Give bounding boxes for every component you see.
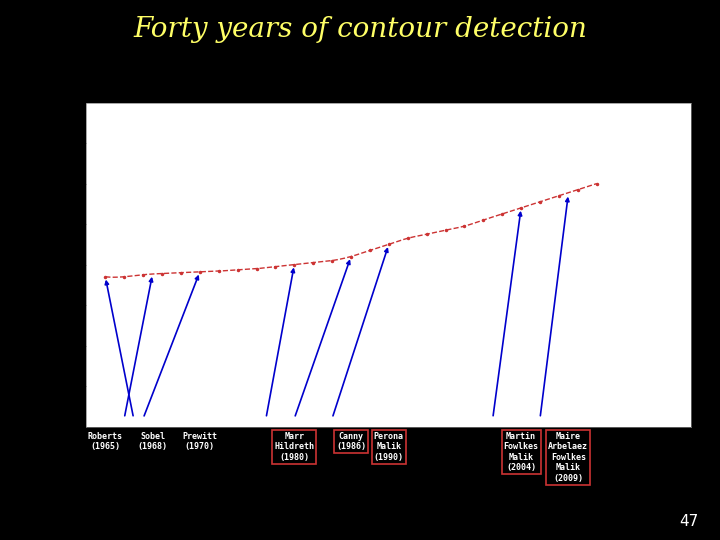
Text: Martin
Fowlkes
Malik
(2004): Martin Fowlkes Malik (2004) [503, 432, 539, 472]
Text: Maire
Arbelaez
Fowlkes
Malik
(2009): Maire Arbelaez Fowlkes Malik (2009) [549, 432, 588, 483]
Text: Roberts
(1965): Roberts (1965) [88, 432, 123, 451]
Text: Marr
Hildreth
(1980): Marr Hildreth (1980) [274, 432, 315, 462]
Y-axis label: F-measure: F-measure [53, 244, 63, 285]
Text: Prewitt
(1970): Prewitt (1970) [182, 432, 217, 451]
Text: Perona
Malik
(1990): Perona Malik (1990) [374, 432, 404, 462]
X-axis label: Year: Year [381, 450, 397, 459]
Text: 47: 47 [679, 514, 698, 529]
Text: Canny
(1986): Canny (1986) [336, 432, 366, 451]
Text: Forty years of contour detection: Forty years of contour detection [133, 16, 587, 43]
Text: Sobel
(1968): Sobel (1968) [138, 432, 168, 451]
